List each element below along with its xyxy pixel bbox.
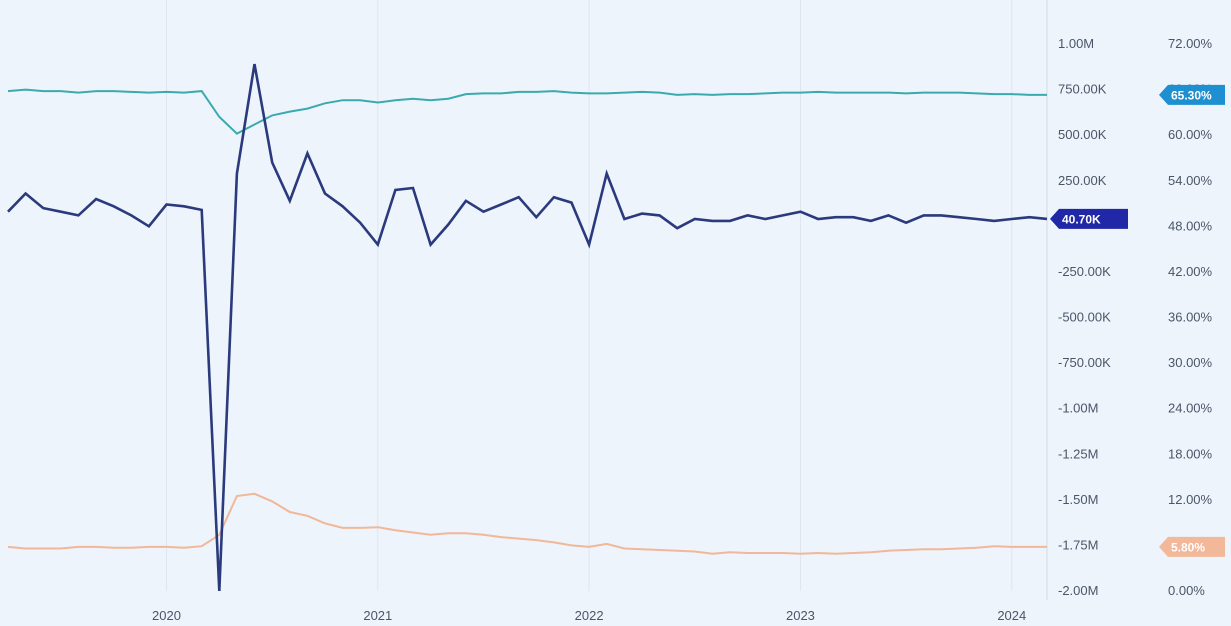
series-line-1	[7, 88, 1047, 135]
badge-label: 40.70K	[1062, 212, 1101, 226]
last-value-badges: 40.70K 65.30% 5.80%	[1050, 84, 1225, 557]
right-tick-label: 18.00%	[1168, 446, 1213, 461]
x-tick-label: 2024	[997, 608, 1026, 623]
left-axis: 1.00M 750.00K 500.00K 250.00K -250.00K -500.0…	[1058, 36, 1111, 598]
badge-label: 5.80%	[1171, 540, 1205, 554]
series-line-2	[7, 492, 1047, 555]
badge-shape	[1159, 84, 1225, 105]
right-tick-label: 0.00%	[1168, 583, 1205, 598]
left-tick-label: 750.00K	[1058, 82, 1107, 97]
left-tick-label: -500.00K	[1058, 310, 1111, 325]
right-tick-label: 12.00%	[1168, 492, 1213, 507]
x-axis: 2020 2021 2022 2023 2024	[152, 608, 1026, 623]
last-value-badge-1: 65.30%	[1159, 84, 1225, 105]
series-line-0	[7, 63, 1048, 592]
left-tick-label: -250.00K	[1058, 264, 1111, 279]
left-tick-label: 250.00K	[1058, 173, 1107, 188]
right-tick-label: 54.00%	[1168, 173, 1213, 188]
x-tick-label: 2021	[363, 608, 392, 623]
left-tick-label: 1.00M	[1058, 36, 1094, 51]
left-tick-label: -1.25M	[1058, 446, 1098, 461]
last-value-badge-0: 40.70K	[1050, 208, 1128, 229]
right-tick-label: 42.00%	[1168, 264, 1213, 279]
series-layer	[7, 63, 1048, 592]
badge-shape	[1159, 536, 1225, 557]
right-tick-label: 72.00%	[1168, 36, 1213, 51]
right-tick-label: 48.00%	[1168, 218, 1213, 233]
grid	[165, 0, 1048, 600]
badge-shape	[1050, 208, 1128, 229]
left-tick-label: -750.00K	[1058, 355, 1111, 370]
right-tick-label: 36.00%	[1168, 310, 1213, 325]
right-tick-label: 24.00%	[1168, 401, 1213, 416]
right-tick-label: 30.00%	[1168, 355, 1213, 370]
left-tick-label: -2.00M	[1058, 583, 1098, 598]
left-tick-label: -1.75M	[1058, 537, 1098, 552]
left-tick-label: -1.00M	[1058, 401, 1098, 416]
left-tick-label: -1.50M	[1058, 492, 1098, 507]
last-value-badge-2: 5.80%	[1159, 536, 1225, 557]
x-tick-label: 2022	[575, 608, 604, 623]
x-tick-label: 2023	[786, 608, 815, 623]
badge-label: 65.30%	[1171, 88, 1212, 102]
right-tick-label: 60.00%	[1168, 127, 1213, 142]
x-tick-label: 2020	[152, 608, 181, 623]
left-tick-label: 500.00K	[1058, 127, 1107, 142]
